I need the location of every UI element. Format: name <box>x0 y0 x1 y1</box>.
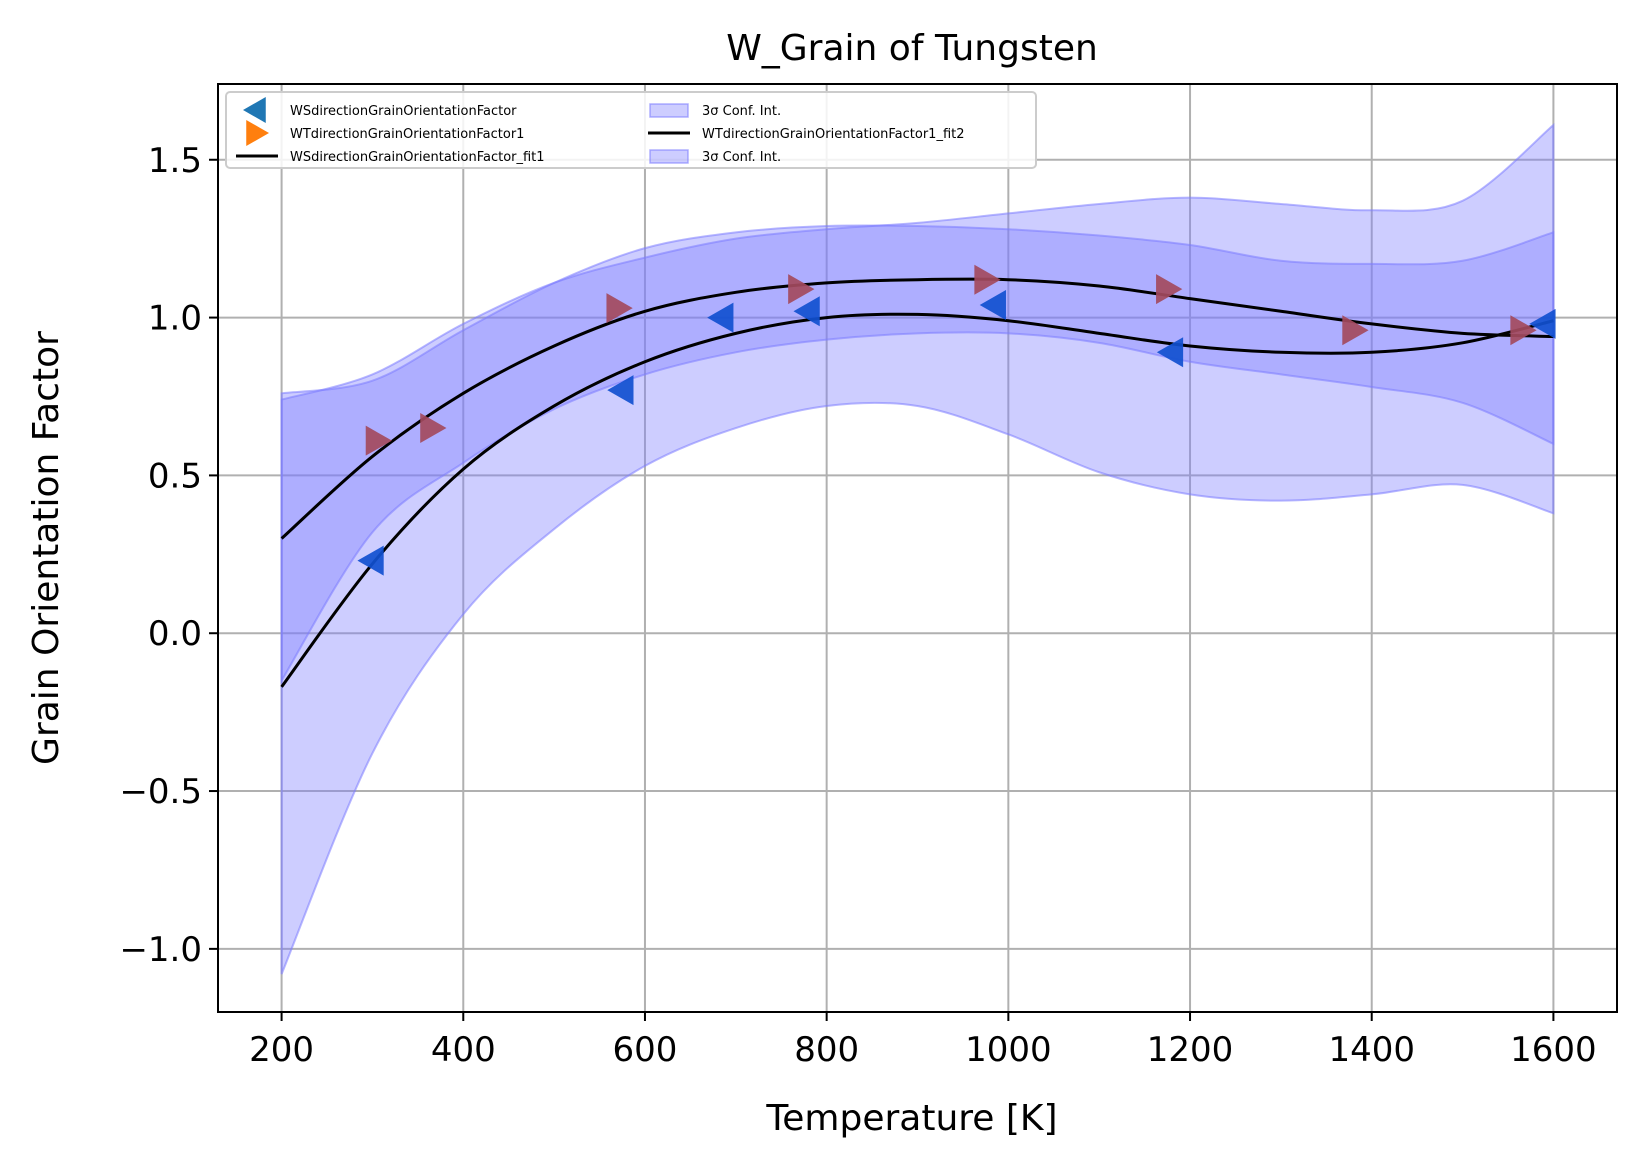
wt-data-point <box>974 264 1001 295</box>
y-axis-title: Grain Orientation Factor <box>26 331 67 765</box>
wt-data-point <box>1510 315 1537 346</box>
legend-box <box>225 91 1037 169</box>
ws-data-point <box>979 289 1006 320</box>
y-tick-label: 0.5 <box>148 456 202 496</box>
x-tick-label: 1600 <box>1510 1030 1597 1070</box>
x-tick-label: 800 <box>794 1030 859 1070</box>
ws-data-point <box>707 302 734 333</box>
axis-ticks: 200 400 600 800 1000 1200 1400 1600 −1.0 −0.5 0.0 0… <box>119 141 1596 1070</box>
legend-label: WTdirectionGrainOrientationFactor1 <box>290 127 524 142</box>
plot-frame <box>217 83 1618 1013</box>
legend-label: 3σ Conf. Int. <box>702 150 781 165</box>
x-tick-label: 600 <box>613 1030 678 1070</box>
ws-data-point <box>1156 337 1184 368</box>
wt-data-point <box>788 274 815 305</box>
ws-data-point <box>1529 308 1556 339</box>
y-tick-label: 1.0 <box>148 299 202 339</box>
y-tick-label: −1.0 <box>119 930 202 970</box>
confidence-bands <box>280 122 1555 975</box>
legend: WSdirectionGrainOrientationFactor WTdirec… <box>225 91 1037 169</box>
legend-label: WTdirectionGrainOrientationFactor1_fit2 <box>702 127 965 142</box>
legend-label: WSdirectionGrainOrientationFactor <box>290 104 517 119</box>
wt-data-point <box>1342 315 1369 346</box>
ws-data-point <box>793 296 820 327</box>
legend-label: 3σ Conf. Int. <box>702 104 781 119</box>
legend-label: WSdirectionGrainOrientationFactor_fit1 <box>290 150 545 165</box>
x-tick-label: 400 <box>431 1030 496 1070</box>
y-tick-label: 1.5 <box>148 141 202 181</box>
legend-band-swatch <box>649 149 689 164</box>
x-tick-label: 200 <box>249 1030 314 1070</box>
confidence-band <box>280 224 1555 685</box>
fit-line <box>280 312 1554 688</box>
wt-data-point <box>1156 274 1183 305</box>
ws-data-point <box>357 545 384 576</box>
wt-data-point <box>420 413 447 444</box>
x-tick-label: 1200 <box>1147 1030 1234 1070</box>
y-tick-label: −0.5 <box>119 772 202 812</box>
y-tick-label: 0.0 <box>148 614 202 654</box>
data-markers <box>357 264 1556 576</box>
x-tick-label: 1000 <box>965 1030 1052 1070</box>
x-axis-title: Temperature [K] <box>765 1098 1057 1139</box>
wt-data-point <box>365 425 392 456</box>
legend-band-swatch <box>649 103 689 118</box>
x-tick-label: 1400 <box>1328 1030 1415 1070</box>
confidence-band <box>280 122 1555 975</box>
legend-marker <box>243 97 266 123</box>
fit-line <box>280 277 1554 540</box>
legend-marker <box>246 120 269 146</box>
fit-lines <box>280 277 1554 688</box>
wt-data-point <box>606 293 633 324</box>
ws-data-point <box>607 375 634 406</box>
chart-title: W_Grain of Tungsten <box>726 28 1098 69</box>
